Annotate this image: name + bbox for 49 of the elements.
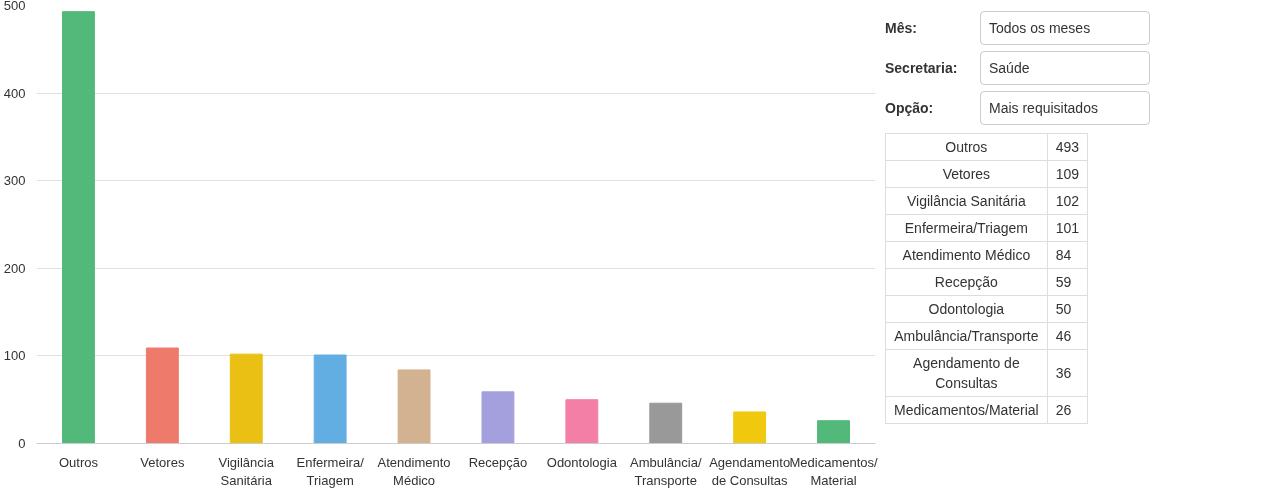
bar xyxy=(733,411,767,444)
x-tick-label: Outros xyxy=(58,454,99,470)
x-tick-label: Recepção xyxy=(468,454,528,470)
data-label: 59 xyxy=(1047,268,1088,296)
bar xyxy=(313,354,347,444)
data-label: 84 xyxy=(1047,241,1088,269)
y-tick-label: 500 xyxy=(3,0,26,13)
x-tick-label: Medicamentos/Material xyxy=(789,454,879,488)
category-label: Ambulância/Transporte xyxy=(885,322,1048,350)
bar xyxy=(481,391,515,444)
data-label: 36 xyxy=(1047,349,1088,397)
category-label: Recepção xyxy=(885,268,1048,296)
bar xyxy=(397,369,431,444)
category-label: Odontologia xyxy=(885,295,1048,323)
bar xyxy=(62,11,95,444)
category-label: Enfermeira/Triagem xyxy=(885,214,1048,242)
x-tick-label: Enfermeira/Triagem xyxy=(296,454,365,488)
data-label: 109 xyxy=(1047,160,1088,188)
x-tick-label: Agendamento de Consultas xyxy=(709,454,791,488)
y-tick-label: 300 xyxy=(3,173,26,189)
data-label: 26 xyxy=(1047,396,1088,424)
x-tick-label: Odontologia xyxy=(546,454,618,470)
data-label: 46 xyxy=(1047,322,1088,350)
y-tick-label: 0 xyxy=(18,436,26,451)
data-label: 493 xyxy=(1047,133,1088,161)
x-tick-label: Ambulância/Transporte xyxy=(629,454,702,488)
x-tick-label: Atendimento Médico xyxy=(377,454,451,488)
category-label: Vetores xyxy=(885,160,1048,188)
category-label: Agendamento de Consultas xyxy=(885,349,1048,397)
text: Opção: Mais requisitados xyxy=(885,100,1098,116)
category-label: Vigilância Sanitária xyxy=(885,187,1048,215)
data-label: 102 xyxy=(1047,187,1088,215)
category-label: Outros xyxy=(885,133,1048,161)
bar xyxy=(817,420,850,444)
bar xyxy=(145,347,179,444)
bar xyxy=(565,399,599,444)
text: Secretaria: Saúde xyxy=(885,60,1030,76)
x-tick-label: Vigilância Sanitária xyxy=(218,454,275,488)
x-tick-label: Vetores xyxy=(140,454,185,470)
bar xyxy=(649,402,683,444)
bar xyxy=(229,353,263,444)
y-tick-label: 400 xyxy=(3,85,26,101)
category-label: Atendimento Médico xyxy=(885,241,1048,269)
category-label: Medicamentos/Material xyxy=(885,396,1048,424)
y-tick-label: 100 xyxy=(3,348,26,364)
text: Mês: Todos os meses xyxy=(885,20,1091,36)
data-label: 101 xyxy=(1047,214,1088,242)
data-label: 50 xyxy=(1047,295,1088,323)
y-tick-label: 200 xyxy=(3,260,26,276)
